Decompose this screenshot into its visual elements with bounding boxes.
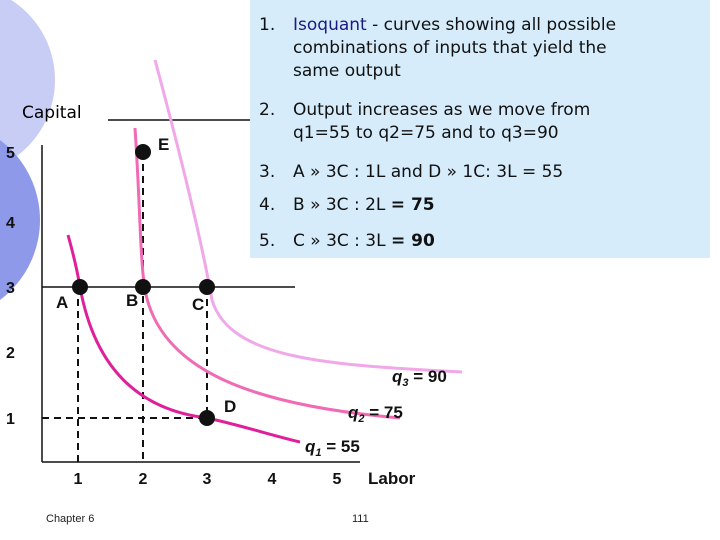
footer: Chapter 6 (46, 513, 94, 525)
y-tick-label: 1 (6, 411, 15, 428)
note-emphasis: = 90 (391, 231, 435, 251)
x-tick-label: 3 (203, 471, 212, 488)
note-text: q1=55 to q2=75 and to q3=90 (293, 123, 559, 143)
point (135, 144, 151, 160)
point-label: C (192, 295, 204, 314)
decor (0, 0, 55, 167)
curve-index: 3 (402, 377, 408, 389)
curve-symbol: q (305, 437, 316, 456)
notes-box (250, 0, 710, 258)
point-label: B (126, 291, 138, 310)
curve-value: = 90 (409, 367, 447, 386)
curve-label: q3 = 90 (392, 367, 447, 389)
curve-label: q2 = 75 (348, 403, 403, 425)
isoquant-q3 (153, 59, 463, 374)
curve-symbol: q (392, 367, 403, 386)
y-tick-label: 2 (6, 345, 15, 362)
curve-value: = 75 (365, 403, 403, 422)
note-line: combinations of inputs that yield the (293, 38, 607, 58)
note-emphasis: = 75 (391, 195, 435, 215)
y-tick-label: 3 (6, 280, 15, 297)
point (135, 279, 151, 295)
point-label: A (56, 293, 68, 312)
point (199, 410, 215, 426)
y-tick-label: 4 (6, 215, 15, 232)
x-axis-label: Labor (368, 469, 416, 488)
note-number: 1. (259, 15, 275, 35)
page-number: 111 (352, 513, 369, 525)
x-tick-label: 5 (333, 471, 342, 488)
note-text: Output increases as we move from (293, 100, 590, 120)
point-label: D (224, 397, 236, 416)
note-text: A » 3C : 1L and D » 1C: 3L = 55 (293, 162, 563, 182)
curve-index: 1 (315, 447, 321, 459)
point (199, 279, 215, 295)
note-number: 3. (259, 162, 275, 182)
isoquant-q2 (133, 127, 401, 420)
guide (42, 152, 208, 462)
note-number: 4. (259, 195, 275, 215)
note-text: combinations of inputs that yield the (293, 38, 607, 58)
point-label: E (158, 135, 169, 154)
note-line: same output (293, 61, 401, 81)
note-text: C » 3C : 3L (293, 231, 391, 251)
note-line: B » 3C : 2L = 75 (293, 195, 435, 215)
note-line: C » 3C : 3L = 90 (293, 231, 435, 251)
note-text: - curves showing all possible (367, 15, 616, 35)
decor (0, 140, 40, 300)
note-line: Output increases as we move from (293, 100, 590, 120)
point (72, 279, 88, 295)
curve-index: 2 (357, 413, 364, 425)
y-axis-label: Capital (22, 103, 82, 123)
note-text: B » 3C : 2L (293, 195, 391, 215)
x-tick-label: 2 (139, 471, 148, 488)
x-tick-label: 4 (268, 471, 277, 488)
curve-symbol: q (348, 403, 359, 422)
isoquant-q1 (66, 234, 301, 444)
note-number: 2. (259, 100, 275, 120)
x-tick-label: 1 (74, 471, 83, 488)
note-line: q1=55 to q2=75 and to q3=90 (293, 123, 559, 143)
curve-value: = 55 (322, 437, 360, 456)
note-number: 5. (259, 231, 275, 251)
y-tick-label: 5 (6, 145, 15, 162)
note-line: Isoquant - curves showing all possible (293, 15, 616, 35)
curve-label: q1 = 55 (305, 437, 360, 459)
note-term: Isoquant (293, 15, 367, 35)
note-line: A » 3C : 1L and D » 1C: 3L = 55 (293, 162, 563, 182)
note-text: same output (293, 61, 401, 81)
